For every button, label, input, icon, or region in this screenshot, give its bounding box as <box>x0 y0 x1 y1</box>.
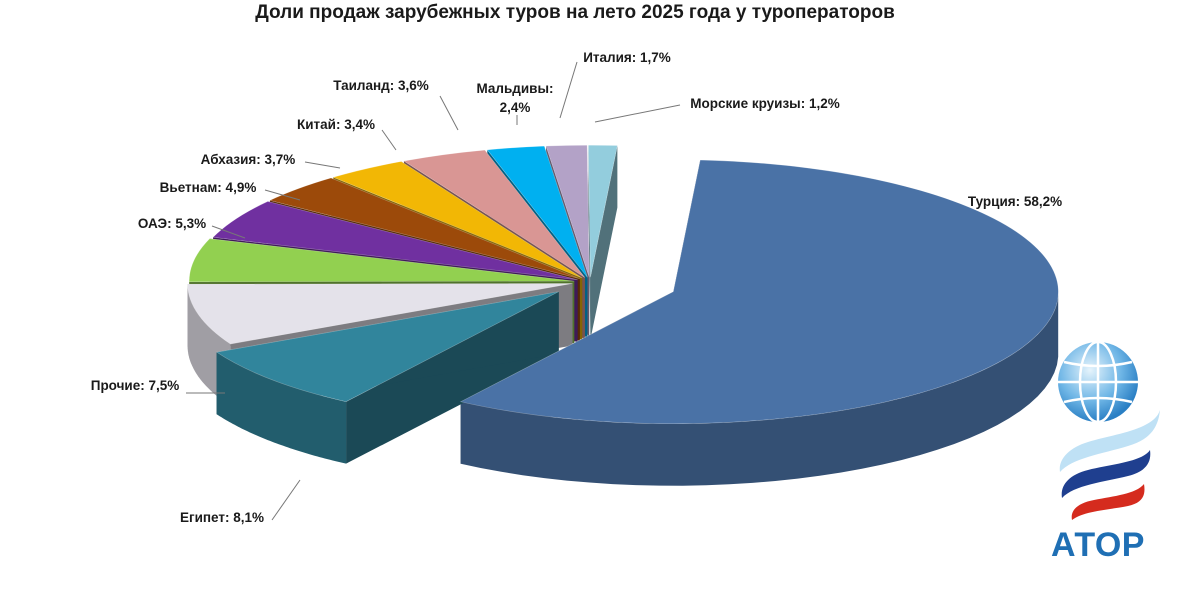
slice-мальдивы <box>486 145 588 278</box>
slice-label-морские-круизы: Морские круизы: 1,2% <box>690 96 839 111</box>
slice-wall-морские-круизы-1 <box>590 145 618 340</box>
slice-side-египет <box>216 352 347 464</box>
slice-прочие <box>187 283 573 345</box>
slice-label-египет: Египет: 8,1% <box>180 510 264 525</box>
slice-depth-морские-круизы <box>588 145 618 340</box>
slice-label-вьетнам: Вьетнам: 4,9% <box>160 180 257 195</box>
slice-label-прочие: Прочие: 7,5% <box>91 378 180 393</box>
pie-top-layer <box>187 144 1059 425</box>
ator-logo: АТОР <box>1032 338 1164 568</box>
slice-label-абхазия: Абхазия: 3,7% <box>201 152 296 167</box>
slice-wall-морские-круизы-0 <box>588 145 591 340</box>
slice-label-оаэ: ОАЭ: 5,3% <box>138 216 206 231</box>
leader-line-морские-круизы <box>594 104 681 123</box>
leader-lines <box>186 61 681 521</box>
leader-line-вьетнам <box>264 189 301 201</box>
slice-labels: Турция: 58,2% Египет: 8,1% Прочие: 7,5% ОАЭ… <box>91 50 1062 525</box>
slice-side-турция <box>460 294 1059 486</box>
leader-line-италия <box>559 61 578 119</box>
slice-абхазия <box>269 177 580 280</box>
slice-оаэ <box>188 238 575 283</box>
slice-турция <box>459 159 1059 425</box>
slice-label-мальдивы: Мальдивы: 2,4% <box>477 81 554 115</box>
slice-морские-круизы <box>588 144 618 278</box>
slice-египет <box>215 291 559 402</box>
leader-line-китай <box>381 129 397 151</box>
slice-label-италия: Италия: 1,7% <box>583 50 671 65</box>
logo-text: АТОР <box>1051 526 1145 564</box>
chart-title: Доли продаж зарубежных туров на лето 202… <box>255 2 895 23</box>
leader-line-египет <box>271 479 301 521</box>
leader-line-оаэ <box>211 225 246 239</box>
slice-италия <box>545 144 590 278</box>
slice-label-турция: Турция: 58,2% <box>968 194 1062 209</box>
slice-китай <box>332 161 583 279</box>
globe-flag-icon <box>1058 340 1160 520</box>
slice-таиланд <box>403 149 586 278</box>
slice-label-китай: Китай: 3,4% <box>297 117 375 132</box>
leader-line-таиланд <box>439 95 459 131</box>
slice-вьетнам <box>212 201 578 281</box>
leader-line-абхазия <box>304 161 341 169</box>
slice-label-таиланд: Таиланд: 3,6% <box>333 78 429 93</box>
